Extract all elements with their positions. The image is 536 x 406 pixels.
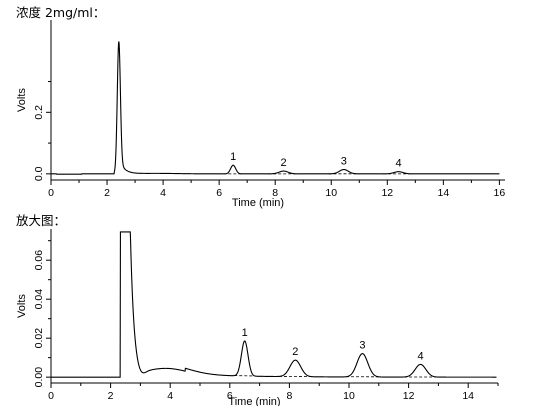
- bottom-caption: 放大图：: [16, 213, 67, 228]
- x-tick-label: 12: [403, 390, 415, 402]
- y-tick-label: 0.04: [33, 289, 45, 310]
- x-tick-label: 0: [48, 390, 54, 402]
- y-tick-label: 0.0: [33, 166, 45, 181]
- y-axis-label: Volts: [16, 88, 28, 112]
- peak-label-3: 3: [359, 340, 365, 352]
- x-tick-label: 8: [272, 187, 278, 199]
- x-tick-label: 8: [286, 390, 292, 402]
- peak-label-4: 4: [417, 350, 423, 362]
- peak-label-1: 1: [242, 327, 248, 339]
- x-tick-label: 6: [216, 187, 222, 199]
- chromatogram-trace: [51, 231, 497, 378]
- x-tick-label: 10: [325, 187, 337, 199]
- chromatogram-trace: [51, 41, 500, 175]
- x-tick-label: 10: [343, 390, 355, 402]
- x-tick-label: 2: [104, 187, 110, 199]
- x-tick-label: 4: [167, 390, 173, 402]
- peak-label-3: 3: [341, 156, 347, 168]
- peak-label-2: 2: [281, 157, 287, 169]
- x-tick-label: 14: [462, 390, 474, 402]
- y-tick-label: 0.00: [33, 367, 45, 388]
- peak-label-2: 2: [292, 346, 298, 358]
- peak-label-4: 4: [395, 158, 401, 170]
- x-axis-label: Time (min): [232, 197, 284, 209]
- x-tick-label: 2: [108, 390, 114, 402]
- x-tick-label: 12: [381, 187, 393, 199]
- y-axis-label: Volts: [16, 294, 28, 318]
- x-tick-label: 14: [438, 187, 450, 199]
- x-tick-label: 0: [48, 187, 54, 199]
- y-tick-label: 0.02: [33, 328, 45, 349]
- x-tick-label: 4: [160, 187, 166, 199]
- x-tick-label: 6: [227, 390, 233, 402]
- x-axis-label: Time (min): [228, 396, 280, 406]
- peak-label-1: 1: [230, 151, 236, 163]
- top-caption: 浓度 2mg/ml：: [16, 5, 106, 20]
- y-tick-label: 0.06: [33, 250, 45, 271]
- x-tick-label: 16: [494, 187, 506, 199]
- y-tick-label: 0.2: [33, 105, 45, 120]
